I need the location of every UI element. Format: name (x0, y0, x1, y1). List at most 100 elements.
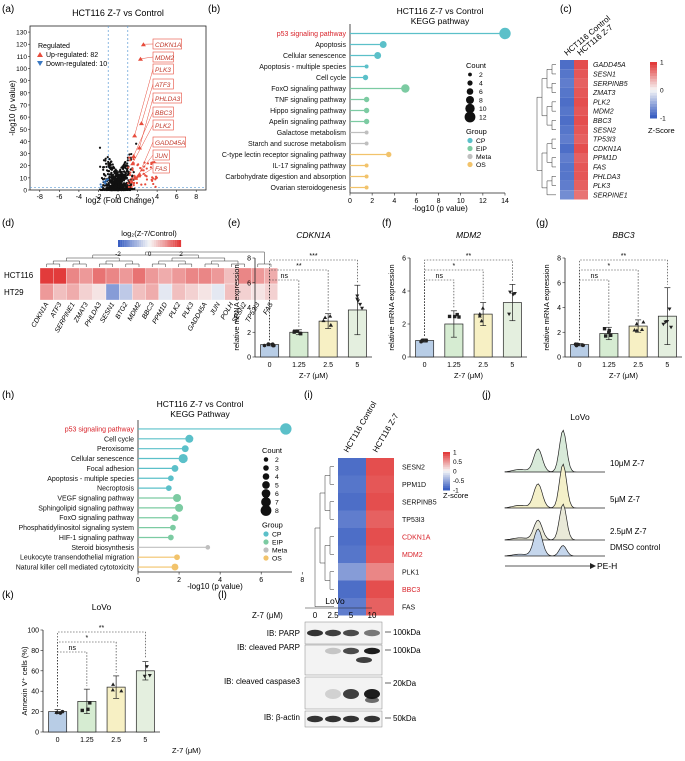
kegg-count-label: 10 (479, 106, 487, 113)
heat-row-label: PPM1D (402, 482, 426, 489)
kegg-count-label: 8 (479, 98, 483, 105)
kegg-pathway-label: Cellular senescence (283, 53, 346, 60)
kegg-group-label: CP (476, 138, 486, 145)
volcano-gene-label: PLK2 (155, 123, 171, 130)
volcano-up-point (156, 177, 158, 179)
volcano-point (112, 163, 114, 165)
heat-cell (574, 134, 588, 143)
kegg-pathway-label: Starch and sucrose metabolism (248, 141, 346, 148)
bar-datapoint (86, 708, 89, 711)
bar-datapoint (481, 306, 485, 310)
heat-row-label: TP53I3 (593, 137, 616, 144)
volcano-gene-leader (135, 69, 153, 135)
kegg-lollipop-dot (185, 435, 193, 443)
bar-xlabel: Z-7 (μM) (609, 371, 638, 380)
kegg-lollipop-dot (380, 41, 387, 48)
blot-dose: 10 (368, 611, 377, 620)
volcano-point (120, 186, 122, 188)
heat-cell (560, 60, 574, 69)
heat-cell (560, 107, 574, 116)
kegg-dotplot-h: HCT116 Z-7 vs Control KEGG Pathway -log1… (16, 399, 305, 591)
kegg-group-label: Meta (272, 548, 287, 555)
kegg-lollipop-dot (170, 525, 176, 531)
heat-d-cell (198, 268, 211, 284)
bar-ylabel: relative mRNA expression (542, 264, 551, 350)
bar-rect (49, 712, 67, 732)
bar-ytick-label: 6 (402, 256, 406, 263)
kegg-count-label: 5 (275, 483, 279, 490)
volcano-point (118, 171, 120, 173)
heat-d-cell (119, 284, 132, 300)
heat-dendro-branch (330, 537, 334, 555)
heat-row-label: FAS (402, 604, 416, 611)
kegg-xtick-label: 12 (479, 198, 487, 205)
volcano-up-point (131, 168, 133, 170)
heat-row-label: BBC3 (402, 587, 420, 594)
volcano-point (109, 158, 111, 160)
heat-cell (574, 125, 588, 134)
heat-cell (366, 493, 394, 511)
volcano-title: HCT116 Z-7 vs Control (72, 8, 164, 18)
bar-gene-title: CDKN1A (296, 230, 331, 240)
bar-datapoint (323, 315, 327, 319)
volcano-down-point (104, 182, 106, 184)
volcano-ytick-label: 40 (20, 139, 28, 146)
kegg-lollipop-dot (365, 175, 369, 179)
heat-d-legend-cell (171, 240, 173, 247)
heat-d-legend-cell (175, 240, 177, 247)
heat-cell (338, 563, 366, 581)
volcano-gene-label: ATF3 (154, 82, 171, 89)
heat-cell (574, 88, 588, 97)
blot-marker-label: 100kDa (393, 646, 421, 655)
kegg-xtick-label: 14 (501, 198, 509, 205)
heat-cell (560, 88, 574, 97)
heat-d-dendro-branch (126, 264, 139, 267)
volcano-point (99, 166, 101, 168)
blot-row-label: IB: cleaved PARP (237, 643, 300, 652)
heat-d-legend-cell (126, 240, 128, 247)
heat-cell (574, 97, 588, 106)
volcano-point (114, 186, 116, 188)
heat-d-cell (159, 284, 172, 300)
heat-dendro-branch (552, 65, 556, 74)
bar-xtick-label: 0 (268, 362, 272, 369)
kegg-count-dot (466, 96, 474, 104)
volcano-up-point (146, 167, 148, 169)
volcano-up-point (152, 183, 154, 185)
volcano-point (112, 189, 114, 191)
heat-cell (366, 528, 394, 546)
volcano-ytick-label: 20 (20, 163, 28, 170)
volcano-up-point (129, 179, 131, 181)
bar-sig-label: ns (591, 273, 599, 280)
bar-datapoint (355, 295, 359, 299)
volcano-point (124, 176, 126, 178)
heat-d-legend-cell (122, 240, 124, 247)
heat-d-cell (40, 268, 53, 284)
volcano-ytick-label: 100 (16, 66, 27, 73)
kegg-lollipop-dot (363, 75, 368, 80)
bar-title: LoVo (92, 602, 112, 612)
bar-sig-label: ** (466, 253, 472, 260)
bar-xtick-label: 2.5 (478, 362, 488, 369)
bar-ylabel: relative mRNA expression (387, 264, 396, 350)
kegg-pathway-label: Ovarian steroidogenesis (271, 185, 347, 192)
kegg-xtick-label: 10 (457, 198, 465, 205)
volcano-point (130, 153, 132, 155)
bar-xtick-label: 0 (423, 362, 427, 369)
volcano-point (124, 178, 126, 180)
heat-d-cell (251, 284, 264, 300)
bar-xlabel: Z-7 (μM) (454, 371, 483, 380)
volcano-point (124, 184, 126, 186)
volcano-xtick-label: 8 (194, 194, 198, 201)
kegg-count-dot (467, 88, 474, 95)
kegg-dotplot-b: HCT116 Z-7 vs Control KEGG pathway -log1… (222, 6, 511, 213)
volcano-point (102, 169, 104, 171)
volcano-point (118, 183, 120, 185)
kegg-pathway-label: p53 signaling pathway (65, 426, 135, 433)
kegg-pathway-label: Cellular senescence (71, 456, 134, 463)
kegg-xtick-label: 8 (300, 577, 304, 584)
heat-row-label: PLK1 (402, 569, 419, 576)
volcano-point (107, 156, 109, 158)
kegg-lollipop-dot (499, 28, 510, 39)
heat-row-label: PLK3 (593, 183, 610, 190)
